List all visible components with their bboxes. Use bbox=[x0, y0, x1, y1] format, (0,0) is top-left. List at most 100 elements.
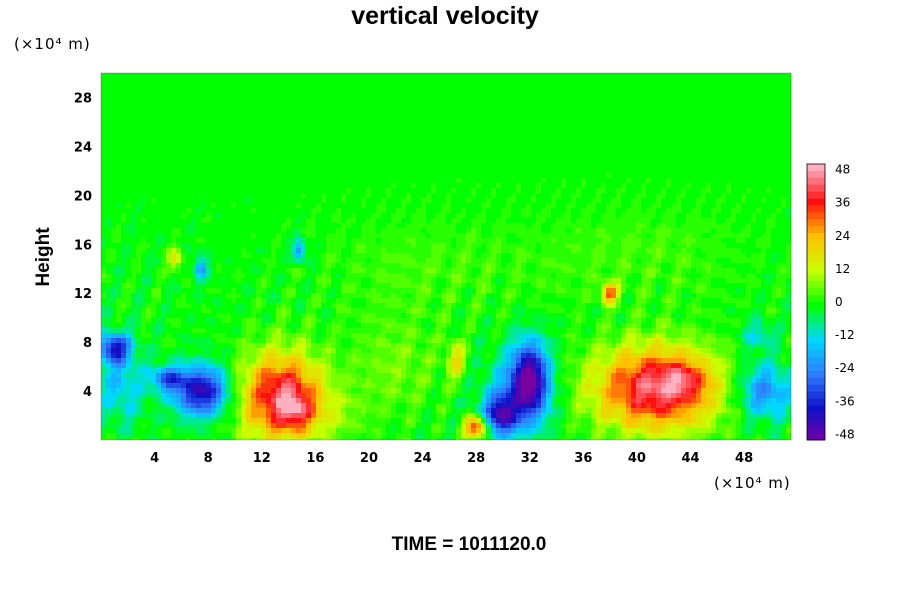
heatmap-cell bbox=[561, 143, 567, 149]
heatmap-cell bbox=[556, 213, 562, 219]
heatmap-cell bbox=[396, 228, 402, 234]
heatmap-cell bbox=[166, 138, 172, 144]
heatmap-cell bbox=[466, 83, 472, 89]
heatmap-cell bbox=[176, 128, 182, 134]
heatmap-cell bbox=[121, 248, 127, 254]
heatmap-cell bbox=[521, 203, 527, 209]
heatmap-cell bbox=[146, 193, 152, 199]
heatmap-cell bbox=[641, 243, 647, 249]
heatmap-cell bbox=[101, 138, 107, 144]
heatmap-cell bbox=[741, 213, 747, 219]
heatmap-cell bbox=[216, 198, 222, 204]
heatmap-cell bbox=[516, 103, 522, 109]
heatmap-cell bbox=[156, 198, 162, 204]
heatmap-cell bbox=[466, 188, 472, 194]
heatmap-cell bbox=[311, 203, 317, 209]
heatmap-cell bbox=[196, 168, 202, 174]
heatmap-cell bbox=[676, 118, 682, 124]
heatmap-cell bbox=[346, 248, 352, 254]
heatmap-cell bbox=[381, 163, 387, 169]
heatmap-cell bbox=[421, 228, 427, 234]
heatmap-cell bbox=[236, 223, 242, 229]
heatmap-cell bbox=[241, 218, 247, 224]
heatmap-cell bbox=[331, 178, 337, 184]
heatmap-cell bbox=[196, 93, 202, 99]
heatmap-cell bbox=[456, 198, 462, 204]
heatmap-cell bbox=[536, 198, 542, 204]
heatmap-cell bbox=[516, 138, 522, 144]
heatmap-cell bbox=[711, 173, 717, 179]
heatmap-cell bbox=[186, 153, 192, 159]
heatmap-cell bbox=[446, 128, 452, 134]
heatmap-cell bbox=[481, 103, 487, 109]
heatmap-cell bbox=[201, 238, 207, 244]
heatmap-cell bbox=[511, 243, 517, 249]
heatmap-cell bbox=[196, 178, 202, 184]
heatmap-cell bbox=[196, 193, 202, 199]
heatmap-cell bbox=[246, 123, 252, 129]
heatmap-cell bbox=[546, 203, 552, 209]
heatmap-cell bbox=[186, 108, 192, 114]
heatmap-cell bbox=[116, 198, 122, 204]
heatmap-cell bbox=[226, 123, 232, 129]
heatmap-cell bbox=[136, 223, 142, 229]
heatmap-cell bbox=[406, 218, 412, 224]
heatmap-cell bbox=[666, 128, 672, 134]
heatmap-cell bbox=[756, 218, 762, 224]
heatmap-cell bbox=[616, 208, 622, 214]
heatmap-cell bbox=[541, 148, 547, 154]
heatmap-cell bbox=[726, 243, 732, 249]
heatmap-cell bbox=[146, 228, 152, 234]
heatmap-cell bbox=[151, 163, 157, 169]
heatmap-cell bbox=[611, 123, 617, 129]
heatmap-cell bbox=[586, 213, 592, 219]
heatmap-cell bbox=[446, 143, 452, 149]
heatmap-cell bbox=[206, 238, 212, 244]
heatmap-cell bbox=[196, 143, 202, 149]
heatmap-cell bbox=[381, 213, 387, 219]
heatmap-cell bbox=[346, 143, 352, 149]
heatmap-cell bbox=[636, 178, 642, 184]
heatmap-cell bbox=[746, 153, 752, 159]
heatmap-cell bbox=[361, 193, 367, 199]
heatmap-cell bbox=[161, 218, 167, 224]
heatmap-cell bbox=[741, 133, 747, 139]
heatmap-cell bbox=[461, 153, 467, 159]
heatmap-cell bbox=[286, 213, 292, 219]
heatmap-cell bbox=[306, 78, 312, 84]
heatmap-cell bbox=[156, 208, 162, 214]
heatmap-cell bbox=[731, 93, 737, 99]
heatmap-cell bbox=[586, 158, 592, 164]
heatmap-cell bbox=[626, 98, 632, 104]
heatmap-cell bbox=[591, 188, 597, 194]
heatmap-cell bbox=[701, 198, 707, 204]
heatmap-cell bbox=[626, 198, 632, 204]
heatmap-cell bbox=[651, 173, 657, 179]
heatmap-cell bbox=[696, 88, 702, 94]
heatmap-cell bbox=[231, 243, 237, 249]
heatmap-cell bbox=[256, 233, 262, 239]
heatmap-cell bbox=[756, 163, 762, 169]
heatmap-cell bbox=[336, 178, 342, 184]
heatmap-cell bbox=[261, 73, 267, 79]
heatmap-cell bbox=[741, 238, 747, 244]
heatmap-cell bbox=[166, 153, 172, 159]
heatmap-cell bbox=[281, 143, 287, 149]
heatmap-cell bbox=[381, 203, 387, 209]
heatmap-cell bbox=[286, 173, 292, 179]
heatmap-cell bbox=[766, 133, 772, 139]
heatmap-cell bbox=[241, 198, 247, 204]
heatmap-cell bbox=[451, 243, 457, 249]
heatmap-cell bbox=[446, 193, 452, 199]
heatmap-cell bbox=[411, 218, 417, 224]
heatmap-cell bbox=[741, 243, 747, 249]
heatmap-cell bbox=[226, 178, 232, 184]
heatmap-cell bbox=[291, 148, 297, 154]
heatmap-cell bbox=[561, 198, 567, 204]
heatmap-cell bbox=[621, 198, 627, 204]
heatmap-cell bbox=[706, 148, 712, 154]
heatmap-cell bbox=[391, 128, 397, 134]
heatmap-cell bbox=[136, 163, 142, 169]
heatmap-cell bbox=[751, 218, 757, 224]
heatmap-cell bbox=[191, 183, 197, 189]
